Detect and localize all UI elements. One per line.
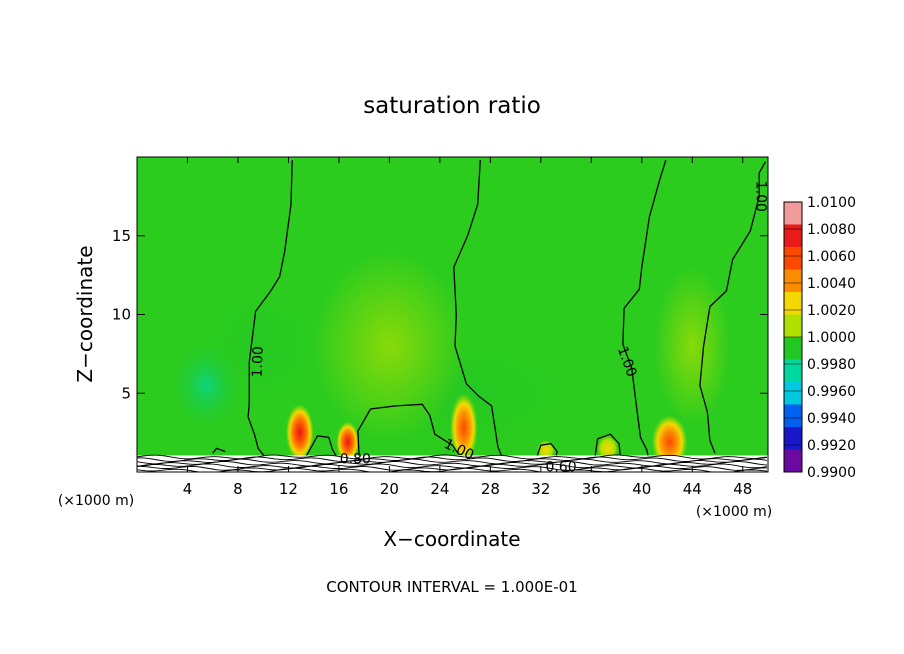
terrain-contour-line [137,463,768,469]
colorbar-swatch [784,382,802,405]
colorbar-swatch [784,224,802,247]
x-tick-label: 4 [183,480,193,498]
colorbar-swatch [784,337,802,360]
colorbar-label: 0.9980 [807,357,856,373]
x-tick-label: 28 [481,480,500,498]
y-tick-label: 15 [112,227,131,245]
x-tick-label: 44 [683,480,702,498]
y-tick-label: 5 [121,384,131,402]
x-tick-label: 48 [733,480,752,498]
terrain-band [137,454,768,472]
colorbar-label: 0.9900 [807,465,856,481]
saturation-hotspot [285,404,314,461]
x-tick-label: 16 [329,480,348,498]
x-unit-left: (×1000 m) [58,493,134,509]
contour-line [594,433,621,457]
colorbar-swatch [784,269,802,292]
terrain-contour-line [137,458,768,465]
high-saturation-region [654,267,731,425]
contour-label: 0.60 [545,459,576,475]
x-axis-label: X−coordinate [383,527,520,551]
colorbar-swatch [784,292,802,315]
terrain-contour-line [137,461,768,467]
colorbar-label: 1.0080 [807,222,856,238]
contour-line [622,159,667,457]
colorbar: 1.0100 1.0080 1.0060 1.0040 1.0020 1.0000 0.99… [783,195,856,481]
contour-interval-footer: CONTOUR INTERVAL = 1.000E-01 [326,578,577,596]
high-saturation-region [313,251,466,441]
x-tick-label: 40 [632,480,651,498]
colorbar-label: 0.9920 [807,438,856,454]
contour-line [357,403,460,457]
colorbar-label: 1.0100 [807,195,856,211]
colorbar-label: 0.9940 [807,411,856,427]
contour-line [453,160,503,457]
chart-title: saturation ratio [363,93,541,119]
x-tick-label: 36 [582,480,601,498]
terrain-contour-line [137,467,768,472]
saturation-hotspot [336,421,360,463]
colorbar-swatch [784,247,802,270]
contour-line [536,442,558,457]
x-tick-label: 20 [380,480,399,498]
contour-line [305,435,337,457]
x-tick-label: 12 [279,480,298,498]
colorbar-label: 1.0000 [807,330,856,346]
y-axis-label: Z−coordinate [73,245,97,382]
contour-label: 1.00 [250,346,267,378]
contour-label: 0.80 [340,451,371,467]
y-tick-label: 10 [112,306,131,324]
colorbar-swatch [784,314,802,337]
low-saturation-region [200,283,327,409]
colorbar-swatch [784,202,802,225]
x-tick-label: 8 [233,480,243,498]
plot-area [137,157,768,472]
terrain-contour-line [137,456,768,462]
colorbar-label: 0.9960 [807,384,856,400]
colorbar-label: 1.0060 [807,249,856,265]
contour-label: 1.00 [752,181,768,212]
contour-line [212,447,226,454]
saturation-hotspot [449,393,478,463]
colorbar-swatch [784,449,802,472]
contour-line [699,161,767,454]
x-unit-right: (×1000 m) [696,504,772,520]
colorbar-label: 1.0040 [807,276,856,292]
colorbar-swatch [784,359,802,382]
colorbar-swatch [784,404,802,427]
x-tick-label: 32 [531,480,550,498]
colorbar-label: 1.0020 [807,303,856,319]
x-tick-label: 24 [430,480,449,498]
colorbar-swatch [784,427,802,450]
contour-line [247,160,293,457]
